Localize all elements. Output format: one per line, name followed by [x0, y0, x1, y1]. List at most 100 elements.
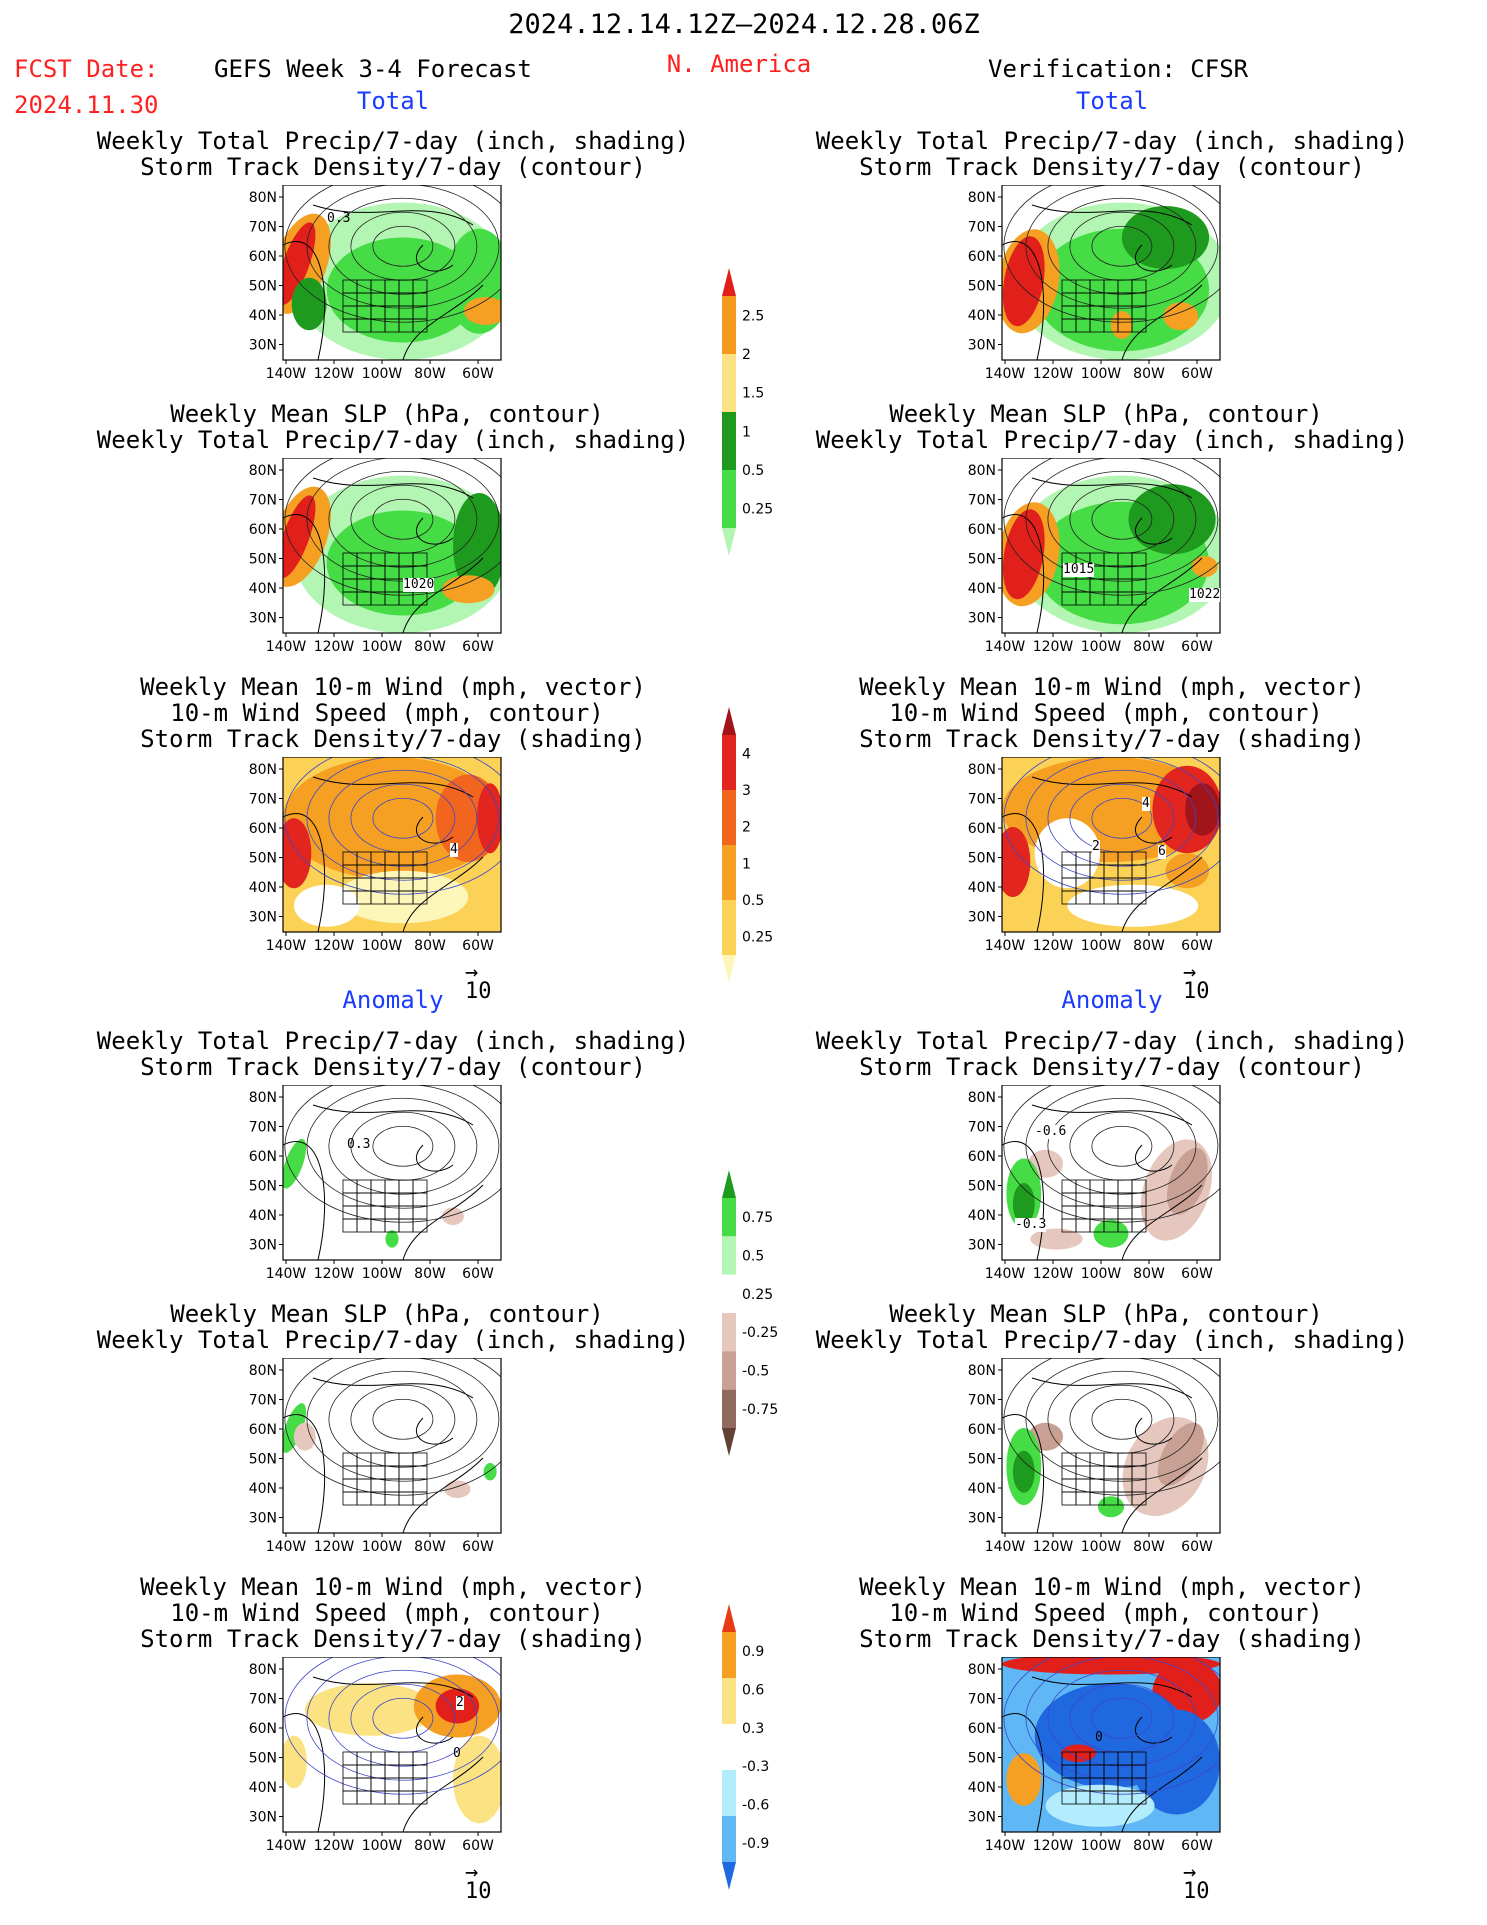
lon-tick-label: 120W — [314, 938, 355, 954]
lon-tick-label: 120W — [314, 1838, 355, 1854]
model-title: GEFS Week 3-4 Forecast — [214, 55, 532, 83]
colorbar-label: 2 — [742, 820, 751, 836]
lat-tick-label: 60N — [249, 1149, 277, 1165]
lon-tick-label: 60W — [1181, 1539, 1213, 1555]
lat-tick-label: 80N — [968, 762, 996, 778]
fcst-date-label: FCST Date: — [14, 55, 159, 83]
lat-tick-label: 70N — [968, 1692, 996, 1708]
lon-tick-label: 120W — [1033, 1266, 1074, 1282]
lon-tick-label: 120W — [1033, 366, 1074, 382]
lat-tick-label: 30N — [249, 1238, 277, 1254]
panel-title: Weekly Mean 10-m Wind (mph, vector) — [140, 673, 646, 701]
panel-title: Weekly Total Precip/7-day (inch, shading… — [815, 127, 1409, 155]
lon-tick-label: 80W — [414, 1266, 446, 1282]
lat-tick-label: 50N — [249, 1751, 277, 1767]
lat-tick-label: 60N — [249, 821, 277, 837]
lat-tick-label: 60N — [968, 821, 996, 837]
map-fcst-total-wind: 80N 70N 60N 50N 40N 30N 140W 120W 100W 80W 60W — [249, 757, 502, 954]
lon-tick-label: 100W — [1081, 1266, 1122, 1282]
lon-tick-label: 120W — [314, 1539, 355, 1555]
lat-tick-label: 40N — [968, 1481, 996, 1497]
colorbar-total-precip: 2.5 2 1.5 1 0.5 0.25 — [722, 268, 773, 556]
lat-tick-label: 70N — [249, 1120, 277, 1136]
lat-tick-label: 50N — [249, 1452, 277, 1468]
colorbar-label: 0.25 — [742, 930, 773, 946]
lat-tick-label: 70N — [249, 493, 277, 509]
colorbar-swatch — [722, 1724, 736, 1770]
lat-tick-label: 40N — [968, 1780, 996, 1796]
lat-tick-label: 30N — [968, 611, 996, 627]
vector-reference-value: 10 — [1183, 1879, 1210, 1904]
colorbar-label: 0.9 — [742, 1644, 764, 1660]
panel-title: Weekly Mean SLP (hPa, contour) — [170, 400, 604, 428]
colorbar-swatch — [722, 412, 736, 470]
lon-tick-label: 100W — [362, 639, 403, 655]
panel-title: Storm Track Density/7-day (shading) — [859, 725, 1365, 753]
colorbar-label: 3 — [742, 783, 751, 799]
lat-tick-label: 50N — [968, 1452, 996, 1468]
lon-tick-label: 60W — [1181, 366, 1213, 382]
lat-tick-label: 30N — [968, 1511, 996, 1527]
lon-tick-label: 120W — [1033, 1838, 1074, 1854]
lat-tick-label: 70N — [968, 1393, 996, 1409]
lat-tick-label: 70N — [249, 1393, 277, 1409]
panel-title: Weekly Total Precip/7-day (inch, shading… — [96, 1326, 690, 1354]
lon-tick-label: 140W — [985, 938, 1026, 954]
lat-tick-label: 70N — [249, 1692, 277, 1708]
map-obs-total-precip: 80N 70N 60N 50N 40N 30N 140W 120W 100W 80W 60W — [968, 185, 1221, 382]
panel-title: Weekly Mean SLP (hPa, contour) — [889, 1300, 1323, 1328]
lat-tick-label: 40N — [249, 1481, 277, 1497]
lat-tick-label: 40N — [968, 880, 996, 896]
map-obs-anom-slp: 80N 70N 60N 50N 40N 30N 140W 120W 100W 80W 60W — [968, 1358, 1221, 1555]
vector-reference: → 10 — [1183, 960, 1210, 1005]
colorbar-swatch — [722, 1604, 736, 1632]
colorbar-swatch — [722, 900, 736, 955]
panel-title: 10-m Wind Speed (mph, contour) — [889, 1599, 1323, 1627]
lat-tick-label: 80N — [249, 1662, 277, 1678]
colorbar-label: -0.5 — [742, 1364, 769, 1380]
lon-tick-label: 60W — [462, 639, 494, 655]
lat-tick-label: 50N — [249, 851, 277, 867]
lon-tick-label: 60W — [1181, 1266, 1213, 1282]
lat-tick-label: 50N — [968, 1179, 996, 1195]
colorbar-total-storm-density: 4 3 2 1 0.5 0.25 — [722, 707, 773, 983]
lon-tick-label: 80W — [1133, 639, 1165, 655]
contour-label: -0.3 — [1015, 1217, 1047, 1232]
lat-tick-label: 60N — [968, 249, 996, 265]
lat-tick-label: 30N — [968, 1238, 996, 1254]
lon-tick-label: 100W — [1081, 1539, 1122, 1555]
panel-title: Weekly Mean SLP (hPa, contour) — [889, 400, 1323, 428]
colorbar-swatch — [722, 1236, 736, 1275]
map-obs-anom-precip: 80N 70N 60N 50N 40N 30N 140W 120W 100W 80W 60W — [968, 1085, 1221, 1282]
vector-reference: → 10 — [465, 1860, 492, 1905]
lon-tick-label: 100W — [1081, 938, 1122, 954]
lat-tick-label: 50N — [249, 279, 277, 295]
verification-title: Verification: CFSR — [988, 55, 1249, 83]
lat-tick-label: 50N — [968, 552, 996, 568]
vector-reference: → 10 — [1183, 1860, 1210, 1905]
lon-tick-label: 100W — [362, 1539, 403, 1555]
lat-tick-label: 60N — [249, 249, 277, 265]
colorbar-label: 2 — [742, 347, 751, 363]
colorbar-swatch — [722, 790, 736, 845]
colorbar-label: 1 — [742, 424, 751, 440]
lat-tick-label: 70N — [249, 220, 277, 236]
colorbar-swatch — [722, 955, 736, 983]
colorbar-swatch — [722, 1816, 736, 1862]
lon-tick-label: 140W — [266, 1838, 307, 1854]
colorbar-anomaly-precip: 0.75 0.5 0.25 -0.25 -0.5 -0.75 — [722, 1170, 778, 1456]
lat-tick-label: 80N — [249, 190, 277, 206]
lat-tick-label: 40N — [249, 880, 277, 896]
vector-reference: → 10 — [465, 960, 492, 1005]
map-obs-total-slp: 80N 70N 60N 50N 40N 30N 140W 120W 100W 80W 60W — [968, 458, 1221, 655]
lon-tick-label: 80W — [414, 1539, 446, 1555]
lat-tick-label: 70N — [968, 220, 996, 236]
colorbar-swatch — [722, 470, 736, 528]
panel-title: Weekly Total Precip/7-day (inch, shading… — [815, 1027, 1409, 1055]
lon-tick-label: 120W — [1033, 639, 1074, 655]
section-total-right: Total — [1075, 87, 1149, 115]
lat-tick-label: 40N — [249, 1208, 277, 1224]
panel-title: Weekly Total Precip/7-day (inch, shading… — [96, 1027, 690, 1055]
colorbar-swatch — [722, 1274, 736, 1313]
vector-reference-value: 10 — [465, 979, 492, 1004]
